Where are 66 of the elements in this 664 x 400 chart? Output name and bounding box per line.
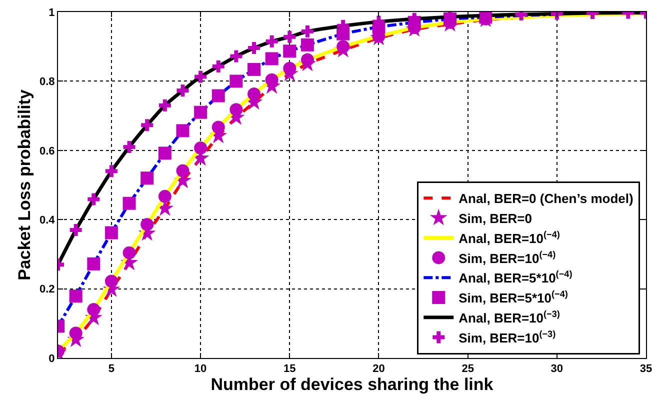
x-tick-label: 30: [550, 363, 564, 376]
point: [69, 290, 82, 303]
x-tick-label: 25: [462, 363, 474, 376]
x-tick-label: 20: [372, 363, 385, 376]
point: [87, 257, 100, 270]
point: [194, 106, 208, 119]
legend-label: Sim, BER=0: [458, 210, 532, 226]
point: [248, 42, 260, 54]
legend-label: Anal, BER=10$^{(−4)}$: [458, 229, 560, 246]
point: [158, 99, 171, 112]
x-tick-label: 5: [108, 363, 115, 376]
point: [176, 124, 190, 138]
y-tick-label: 0.2: [40, 284, 55, 296]
point: [265, 73, 278, 86]
y-tick-label: 0.8: [40, 76, 55, 88]
legend-label: Sim, BER=10$^{(−4)}$: [458, 249, 556, 266]
point: [283, 62, 296, 75]
point: [141, 119, 154, 132]
point: [266, 35, 278, 48]
point: [123, 140, 136, 153]
point: [194, 70, 207, 83]
point: [212, 89, 225, 102]
x-axis-title: Number of devices sharing the link: [210, 375, 494, 394]
point: [336, 40, 350, 54]
point: [104, 226, 118, 240]
legend-label: Anal, BER=0 (Chen’s model): [458, 191, 634, 206]
legend-label: Anal, BER=10$^{(−3)}$: [458, 309, 560, 326]
point: [69, 326, 82, 340]
point: [88, 193, 100, 206]
legend-label: Sim, BER=5*10$^{(−4)}$: [458, 289, 568, 306]
point: [176, 164, 190, 178]
point: [105, 165, 118, 178]
point: [230, 74, 243, 88]
y-axis-title: Packet Loss probability: [15, 89, 34, 280]
point: [212, 60, 224, 72]
point: [158, 190, 172, 203]
legend-label: Anal, BER=5*10$^{(−4)}$: [458, 269, 572, 286]
point: [265, 52, 278, 66]
point: [104, 274, 118, 288]
point: [301, 25, 314, 38]
point: [176, 84, 189, 97]
point: [284, 30, 296, 43]
point: [158, 146, 172, 160]
y-tick-label: 1: [48, 6, 55, 19]
y-tick-label: 0.6: [40, 145, 55, 158]
point: [70, 224, 82, 236]
point: [122, 246, 136, 260]
point: [140, 218, 154, 231]
x-tick-label: 35: [640, 363, 652, 376]
point: [300, 38, 314, 52]
point: [140, 172, 154, 185]
point: [248, 62, 260, 76]
y-tick-label: 0: [48, 352, 55, 365]
point: [230, 50, 242, 62]
point: [87, 303, 100, 316]
point: [194, 141, 208, 154]
point: [230, 103, 243, 116]
point: [248, 88, 260, 100]
x-tick-label: 15: [284, 363, 296, 376]
point: [300, 53, 314, 66]
y-tick-label: 0.4: [40, 214, 56, 226]
point: [212, 120, 225, 134]
point: [283, 44, 296, 58]
legend-label: Sim, BER=10$^{(−3)}$: [458, 328, 556, 346]
x-tick-label: 10: [194, 363, 207, 376]
point: [122, 196, 136, 210]
